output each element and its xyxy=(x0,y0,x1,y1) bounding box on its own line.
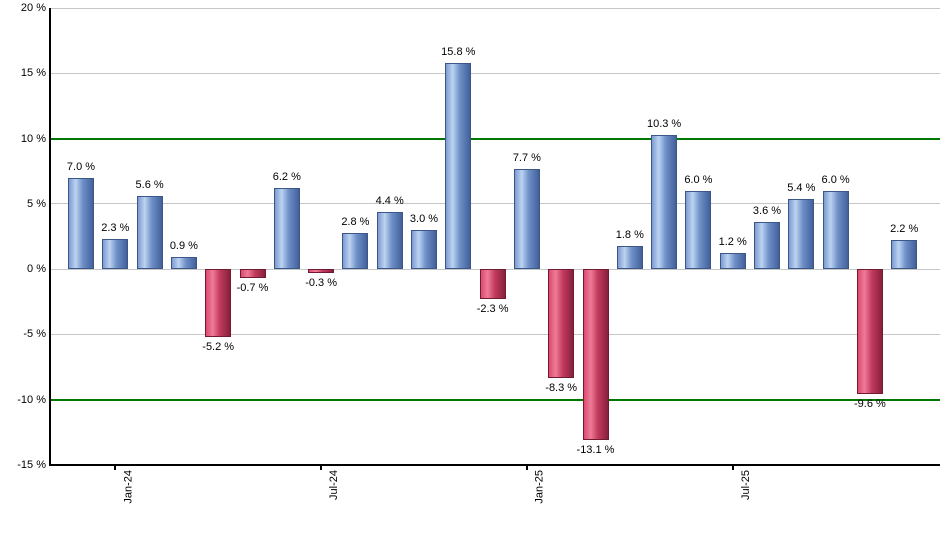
bar-value-label: 7.0 % xyxy=(66,160,96,173)
bar-value-label: 5.6 % xyxy=(135,179,164,192)
bar xyxy=(205,269,232,338)
gridline-5pct xyxy=(50,203,940,205)
bar-value-label: 7.7 % xyxy=(512,151,541,164)
gridline-15pct xyxy=(50,72,940,74)
y-tick-label: -15 % xyxy=(17,459,46,471)
bar-value-label: 3.0 % xyxy=(409,212,439,225)
x-tick-label: Jan-24 xyxy=(122,470,135,504)
bar-value-label: 2.3 % xyxy=(101,222,130,235)
bar-value-label: 0.9 % xyxy=(169,240,198,253)
bar xyxy=(102,239,129,270)
bar xyxy=(788,198,815,270)
bar xyxy=(411,229,437,270)
y-tick-label: -5 % xyxy=(23,328,46,341)
bar-value-label: 4.4 % xyxy=(375,194,404,207)
bar-value-label: 10.3 % xyxy=(646,117,682,130)
y-tick-label: 15 % xyxy=(20,67,46,80)
bar xyxy=(308,269,335,274)
bar-value-label: 6.2 % xyxy=(272,171,301,184)
reference-line--10pct xyxy=(50,398,940,401)
gridline--5pct xyxy=(50,333,940,335)
bar xyxy=(68,177,94,270)
x-tick-label: Jul-24 xyxy=(328,470,341,500)
x-tick-mark xyxy=(525,465,528,470)
bar-value-label: 15.8 % xyxy=(441,45,476,58)
x-axis-line xyxy=(49,464,940,466)
plot-area: 7.0 % 2.3 % 5.6 % 0.9 % -5.2 % -0.7 % 6.2 % -0.… xyxy=(50,7,940,466)
reference-line-10pct xyxy=(50,137,940,140)
bar xyxy=(719,253,746,270)
y-tick-label: -10 % xyxy=(17,393,46,406)
bar-value-label: -2.3 % xyxy=(476,303,509,316)
bar-value-label: 2.2 % xyxy=(890,223,919,236)
bar xyxy=(822,190,849,270)
bar-value-label: -9.6 % xyxy=(853,398,886,411)
bar xyxy=(856,269,883,395)
x-tick-label: Jul-25 xyxy=(739,470,752,500)
y-tick-label: 5 % xyxy=(27,197,46,210)
bar xyxy=(513,168,540,270)
bar xyxy=(754,222,780,270)
bar-value-label: -0.3 % xyxy=(305,277,337,290)
x-tick-mark xyxy=(731,465,734,470)
x-tick-label: Jan-25 xyxy=(533,470,546,504)
y-tick-label: 0 % xyxy=(27,263,46,276)
x-tick-mark xyxy=(320,465,323,470)
bar-value-label: -5.2 % xyxy=(202,341,235,354)
y-tick-label: 20 % xyxy=(20,2,46,14)
bar-value-label: 6.0 % xyxy=(821,173,850,186)
bar xyxy=(273,188,300,270)
bar-value-label: 2.8 % xyxy=(341,215,370,228)
x-tick-mark xyxy=(114,465,117,470)
bar xyxy=(548,269,575,378)
bar-value-label: 5.4 % xyxy=(787,181,816,194)
bar xyxy=(342,232,369,270)
bar xyxy=(170,257,197,270)
bar-value-label: -13.1 % xyxy=(576,444,615,457)
bar xyxy=(239,269,266,279)
bar xyxy=(582,269,609,441)
y-axis-line xyxy=(49,8,51,465)
bar xyxy=(891,240,918,270)
bar-value-label: 6.0 % xyxy=(684,173,713,186)
bar xyxy=(136,196,163,270)
bar xyxy=(685,190,712,270)
bar-value-label: -8.3 % xyxy=(545,381,578,394)
bar xyxy=(479,269,506,300)
bar-value-label: 1.2 % xyxy=(718,236,747,249)
bar xyxy=(445,62,472,270)
bar xyxy=(376,211,403,270)
bar-value-label: 1.8 % xyxy=(615,228,644,241)
gridline-20pct xyxy=(50,7,940,9)
bar-value-label: -0.7 % xyxy=(236,282,269,295)
bar xyxy=(616,245,643,270)
y-tick-label: 10 % xyxy=(20,132,46,145)
bar-value-label: 3.6 % xyxy=(752,205,782,218)
bar xyxy=(651,134,678,270)
